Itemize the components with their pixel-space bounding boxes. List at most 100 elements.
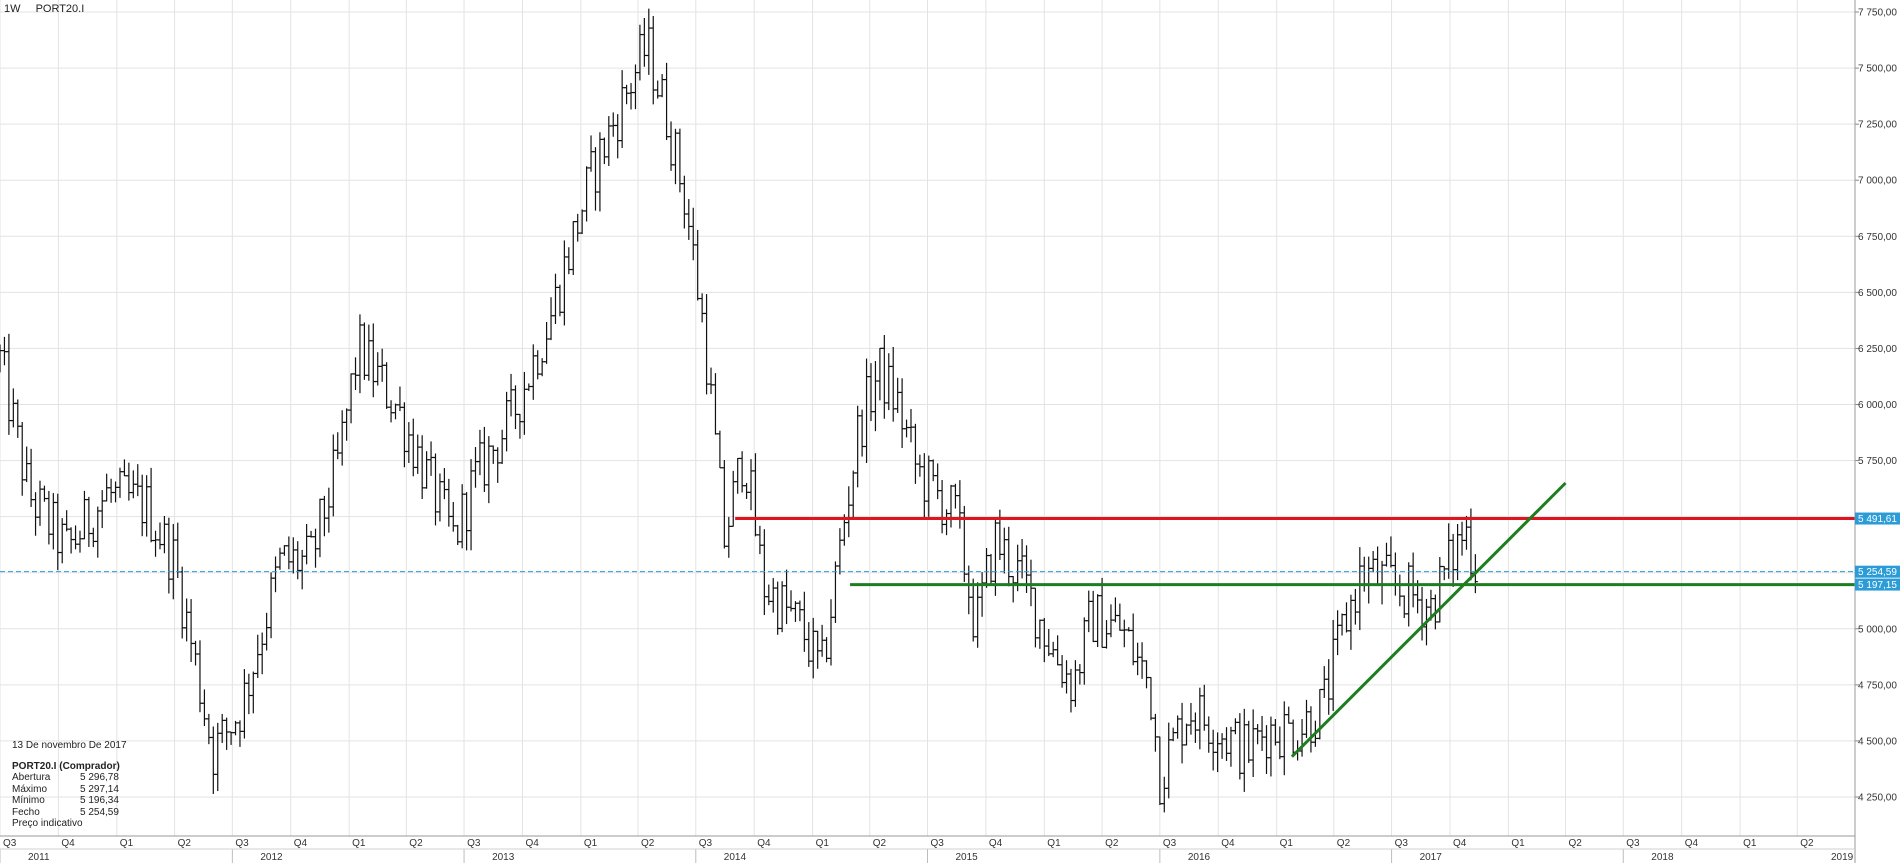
ohlc-bar [1090, 590, 1096, 643]
ohlc-bar [912, 423, 918, 484]
ohlc-bar [393, 403, 399, 420]
ohlc-bar [446, 478, 452, 527]
ohlc-bar [335, 432, 341, 460]
ohlc-bar [1046, 628, 1052, 657]
y-tick-label: 4 750,00 [1858, 680, 1897, 691]
ohlc-bar [872, 361, 878, 432]
ohlc-bar [419, 435, 425, 499]
current-price-tag-label: 5 254,59 [1858, 567, 1897, 578]
x-quarter-label: Q4 [61, 838, 75, 849]
ohlc-bar [241, 669, 247, 739]
ohlc-bar [95, 506, 101, 558]
ohlc-bar [650, 16, 656, 105]
ohlc-bar [73, 525, 79, 550]
x-quarter-label: Q1 [1743, 838, 1757, 849]
ohlc-bar [464, 492, 470, 551]
x-quarter-label: Q4 [294, 838, 308, 849]
ohlc-bar [424, 451, 430, 489]
ohlc-bar [175, 522, 181, 578]
ohlc-bar [988, 553, 994, 584]
info-value: 5 254,59 [80, 806, 119, 818]
ohlc-bar [1366, 556, 1372, 604]
chart-header: 1W PORT20.I [4, 3, 96, 15]
ohlc-bar [588, 135, 594, 172]
ohlc-bar [708, 367, 714, 395]
ohlc-bar [1303, 699, 1309, 738]
ohlc-bar [1192, 712, 1198, 743]
ohlc-bar [1121, 619, 1127, 648]
x-quarter-label: Q2 [1105, 838, 1119, 849]
ohlc-bar [659, 74, 665, 98]
ohlc-bar [1117, 603, 1123, 631]
ohlc-bar [495, 447, 501, 483]
ohlc-bar [1166, 722, 1172, 799]
ohlc-bar [744, 482, 750, 499]
annotation-lines-layer [0, 481, 1855, 758]
ohlc-bar [1277, 726, 1283, 760]
ohlc-bar [1006, 526, 1012, 587]
ohlc-bar [193, 640, 199, 666]
x-quarter-label: Q3 [467, 838, 481, 849]
ohlc-bar [535, 350, 541, 380]
ohlc-bar [1130, 613, 1136, 666]
ohlc-bar [313, 528, 319, 568]
ohlc-bar [121, 459, 127, 477]
ohlc-bar [366, 324, 372, 381]
ohlc-bar [197, 640, 203, 713]
ohlc-bar [1326, 659, 1332, 715]
ohlc-bar [1348, 594, 1354, 650]
ohlc-bar [273, 556, 279, 593]
ohlc-bar [739, 451, 745, 493]
ohlc-bar [1259, 715, 1265, 751]
x-year-label: 2011 [28, 852, 50, 863]
ohlc-bar [832, 561, 838, 623]
ohlc-bar [641, 17, 647, 67]
ohlc-bar [819, 624, 825, 657]
ohlc-bar [233, 720, 239, 736]
ohlc-bar [1059, 655, 1065, 688]
ohlc-bar [1010, 575, 1016, 603]
ohlc-bar [824, 637, 830, 663]
ohlc-bar [339, 410, 345, 466]
ohlc-bar [677, 128, 683, 193]
ohlc-bar [584, 166, 590, 222]
ohlc-bar [370, 323, 376, 398]
ohlc-bar [886, 353, 892, 411]
ohlc-bar [153, 530, 159, 557]
ohlc-bar [508, 373, 514, 417]
ohlc-bar [1232, 718, 1238, 735]
ohlc-bar [526, 383, 532, 392]
y-tick-label: 6 750,00 [1858, 232, 1897, 243]
x-year-label: 2015 [956, 852, 979, 863]
x-quarter-label: Q1 [584, 838, 598, 849]
y-tick-label: 7 000,00 [1858, 176, 1897, 187]
ohlc-bar [1139, 642, 1145, 679]
x-quarter-label: Q1 [1280, 838, 1294, 849]
ohlc-bar [304, 523, 310, 565]
ohlc-bar [41, 485, 47, 502]
x-year-label: 2017 [1420, 852, 1443, 863]
ohlc-bar [210, 726, 216, 794]
ohlc-bar [1001, 527, 1007, 574]
info-row-close: Fecho 5 254,59 [12, 807, 127, 819]
ohlc-bar [1144, 660, 1150, 689]
ohlc-bar [615, 114, 621, 159]
ohlc-bar [1375, 546, 1381, 586]
ohlc-bar [1032, 587, 1038, 648]
ohlc-bar [517, 413, 523, 439]
ohlc-bar [544, 321, 550, 364]
ohlc-bar [619, 70, 625, 148]
y-tick-label: 4 500,00 [1858, 736, 1897, 747]
interval-label[interactable]: 1W [4, 3, 21, 15]
ohlc-bar [908, 408, 914, 443]
ohlc-bar [1215, 732, 1221, 773]
ohlc-bar [699, 293, 705, 323]
ohlc-bar [552, 273, 558, 325]
ohlc-bar [1268, 716, 1274, 777]
ohlc-bar [1095, 594, 1101, 648]
ohlc-bar [1050, 641, 1056, 658]
ohlc-bar [797, 600, 803, 622]
x-quarter-label: Q1 [816, 838, 830, 849]
ohlc-bar [33, 492, 39, 536]
